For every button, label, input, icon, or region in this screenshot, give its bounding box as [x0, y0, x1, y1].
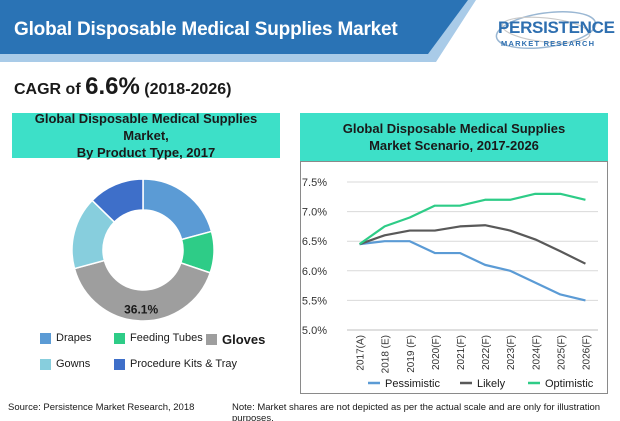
donut-data-label: 36.1%: [124, 302, 158, 316]
legend-swatch: [40, 332, 51, 344]
legend-swatch: [114, 332, 125, 344]
x-tick-label: 2019 (F): [406, 335, 417, 373]
y-tick-label: 6.0%: [302, 266, 327, 278]
right-panel-title-line1: Global Disposable Medical Supplies: [342, 121, 566, 136]
right-panel-header: Global Disposable Medical Supplies Marke…: [300, 113, 608, 161]
donut-slice-drapes: [142, 178, 213, 241]
y-tick-label: 5.0%: [302, 325, 327, 337]
series-line-optimistic: [358, 192, 586, 246]
x-tick-label: 2023(F): [506, 335, 517, 370]
donut-slice-procedure-kits-tray: [91, 178, 144, 224]
legend-label-optimistic: Optimistic: [545, 378, 594, 390]
legend-item-procedure-kits-tray: Procedure Kits & Tray: [114, 358, 237, 370]
x-tick-label: 2022(F): [481, 335, 492, 370]
x-tick-label: 2021(F): [456, 335, 467, 370]
legend-label-likely: Likely: [477, 378, 506, 390]
legend-item-feeding-tubes: Feeding Tubes: [114, 332, 203, 344]
series-line-likely: [359, 224, 586, 265]
right-panel-title-line2: Market Scenario, 2017-2026: [369, 138, 539, 153]
left-panel-header: Global Disposable Medical Supplies Marke…: [12, 111, 280, 160]
y-tick-label: 5.5%: [302, 295, 327, 307]
left-panel-title-line2: By Product Type, 2017: [76, 145, 216, 160]
cagr-range: (2018-2026): [144, 81, 232, 98]
y-tick-label: 7.5%: [302, 177, 327, 189]
y-tick-label: 6.5%: [302, 236, 327, 248]
x-tick-label: 2026(F): [581, 335, 592, 370]
left-panel-title-line1: Global Disposable Medical Supplies Marke…: [34, 111, 258, 143]
persistence-logo: PERSISTENCE MARKET RESEARCH: [480, 8, 615, 56]
legend-label: Procedure Kits & Tray: [130, 358, 237, 370]
donut-slice-gloves: [73, 259, 212, 322]
line-chart: 7.5% 7.0% 6.5% 6.0% 5.5% 5.0% 2017(A) 2018 (E) 2…: [302, 177, 598, 390]
x-tick-label: 2024(F): [531, 335, 542, 370]
legend-label: Gloves: [222, 332, 266, 347]
legend-label: Gowns: [56, 358, 91, 370]
disclaimer-note: Note: Market shares are not depicted as …: [232, 402, 601, 421]
banner-shape: [0, 0, 476, 62]
legend-swatch: [114, 358, 125, 370]
legend-item-drapes: Drapes: [40, 332, 91, 344]
line-chart-frame: [300, 161, 608, 394]
legend-swatch: [206, 334, 217, 345]
logo-swirl-icon: [495, 11, 597, 49]
x-tick-label: 2018 (E): [381, 335, 392, 373]
page-title: Global Disposable Medical Supplies Marke…: [14, 19, 398, 40]
logo-tagline: MARKET RESEARCH: [501, 39, 596, 48]
cagr-value: 6.6%: [85, 73, 140, 100]
x-tick-label: 2025(F): [556, 335, 567, 370]
logo-name: PERSISTENCE: [498, 18, 615, 37]
legend-item-gloves: Gloves: [206, 332, 265, 347]
legend-label-pessimistic: Pessimistic: [385, 378, 441, 390]
y-tick-label: 7.0%: [302, 207, 327, 219]
x-tick-label: 2017(A): [356, 335, 367, 371]
cagr-prefix: CAGR of: [14, 81, 81, 98]
header-banner: Global Disposable Medical Supplies Marke…: [0, 0, 620, 62]
series-line-pessimistic: [359, 240, 586, 302]
legend-label: Feeding Tubes: [130, 332, 203, 344]
legend-label: Drapes: [56, 332, 92, 344]
x-tick-label: 2020(F): [431, 335, 442, 370]
donut-chart: 36.1%: [71, 178, 215, 322]
legend-item-gowns: Gowns: [40, 358, 90, 370]
legend-swatch: [40, 358, 51, 370]
cagr-line: CAGR of 6.6% (2018-2026): [14, 73, 231, 101]
source-note: Source: Persistence Market Research, 201…: [8, 402, 195, 413]
